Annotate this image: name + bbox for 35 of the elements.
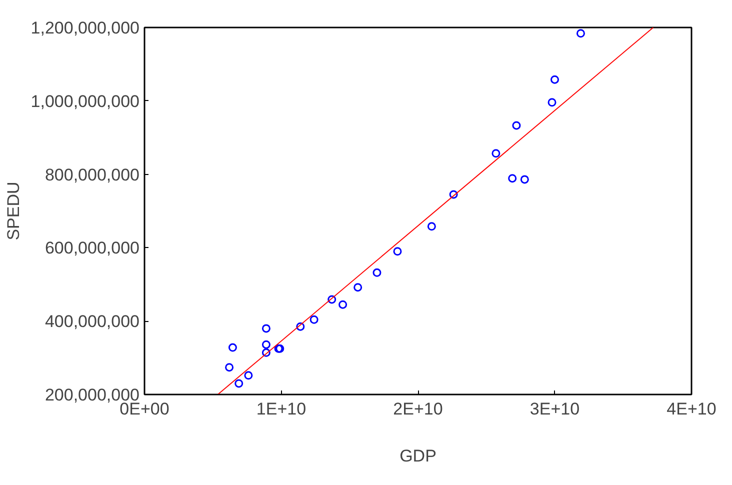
point [492, 149, 500, 158]
y-tick-label: 1,000,000,000 [30, 92, 140, 111]
x-tick-label: 1E+10 [256, 400, 306, 418]
y-tick-label: 1,200,000,000 [30, 18, 140, 38]
point [393, 247, 402, 256]
point [449, 190, 458, 199]
point [354, 283, 362, 292]
x-tick-label: 4E+10 [666, 400, 716, 418]
point [427, 222, 436, 231]
x-tick-label: 2E+10 [393, 400, 443, 418]
point [262, 324, 270, 333]
point [550, 75, 559, 84]
point [310, 315, 318, 324]
point [338, 300, 348, 309]
point [520, 175, 529, 184]
x-tick-label: 3E+10 [530, 400, 580, 418]
point [262, 340, 270, 349]
point [228, 343, 237, 352]
y-tick-label: 600,000,000 [44, 238, 140, 258]
point [225, 363, 234, 372]
point [234, 379, 244, 388]
x-tick-label: 0E+00 [120, 400, 170, 418]
point [328, 295, 336, 304]
y-axis-title: SPEDU [4, 182, 23, 240]
y-tick-label: 800,000,000 [44, 165, 140, 184]
point [244, 371, 253, 380]
point [508, 174, 517, 183]
point [512, 121, 521, 130]
point [296, 322, 305, 331]
x-axis-title: GDP [400, 446, 436, 466]
point [262, 348, 270, 357]
point [372, 268, 382, 277]
point [576, 29, 585, 38]
point [548, 98, 556, 107]
y-tick-label: 400,000,000 [44, 312, 140, 332]
